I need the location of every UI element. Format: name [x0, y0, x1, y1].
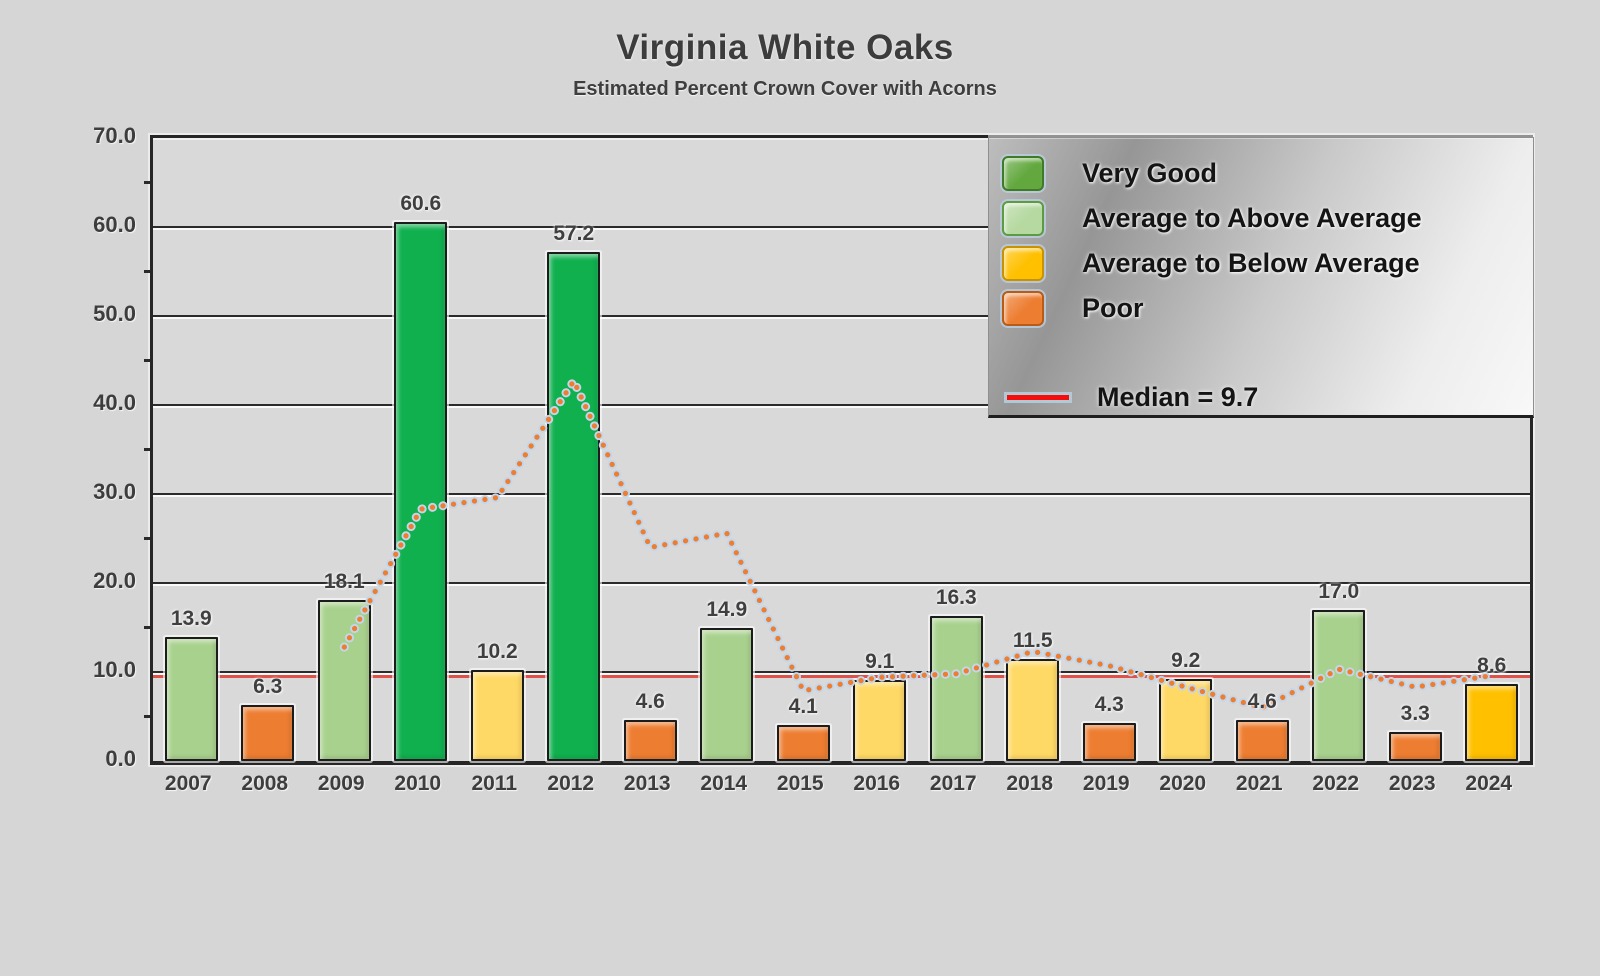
value-label-2011: 10.2	[476, 640, 518, 664]
bar-2014	[700, 628, 754, 761]
x-tick-label-2017: 2017	[929, 772, 977, 795]
bar-2020	[1159, 679, 1213, 761]
bar-2023	[1388, 731, 1442, 761]
value-label-2015: 4.1	[788, 694, 818, 718]
bar-2009	[317, 599, 371, 761]
x-tick-label-2011: 2011	[471, 772, 518, 795]
bar-2015	[776, 724, 830, 761]
y-minor-tick	[144, 180, 150, 184]
legend-items: Very Good Average to Above Average Average…	[989, 151, 1533, 331]
x-tick-label-2013: 2013	[623, 772, 671, 795]
plot-inner: 13.9 6.3 18.1 60.6 10.2 57.2 4.6 14.9 4.1 9.1 16.3…	[144, 138, 1530, 761]
x-tick-label-2019: 2019	[1082, 772, 1130, 795]
x-tick-label-2020: 2020	[1159, 772, 1207, 795]
y-tick-label-40.0: 40.0	[93, 390, 136, 415]
x-tick-label-2015: 2015	[776, 772, 824, 795]
x-tick-label-2007: 2007	[164, 772, 212, 795]
bar-2019	[1082, 722, 1136, 761]
value-label-2020: 9.2	[1171, 649, 1201, 673]
y-tick-label-20.0: 20.0	[93, 568, 136, 593]
value-label-2021: 4.6	[1247, 690, 1277, 714]
value-label-2016: 9.1	[865, 650, 895, 674]
x-tick-label-2018: 2018	[1006, 772, 1054, 795]
legend-median-row: Median = 9.7	[989, 377, 1533, 417]
gridline-60	[153, 226, 1530, 228]
legend-item: Very Good	[989, 151, 1533, 196]
y-tick-label-0.0: 0.0	[105, 746, 136, 771]
x-tick-label-2023: 2023	[1388, 772, 1436, 795]
y-minor-tick	[144, 714, 150, 718]
value-label-2024: 8.6	[1477, 654, 1507, 678]
legend-item-label: Very Good	[1082, 158, 1218, 188]
y-tick-label-70.0: 70.0	[93, 123, 136, 148]
legend-item: Average to Below Average	[989, 241, 1533, 286]
x-tick-label-2008: 2008	[241, 772, 289, 795]
value-label-2012: 57.2	[553, 221, 595, 245]
value-label-2017: 16.3	[935, 585, 977, 609]
value-label-2009: 18.1	[323, 569, 365, 593]
legend: Very Good Average to Above Average Average…	[988, 137, 1534, 418]
x-tick-label-2010: 2010	[394, 772, 442, 795]
x-tick-label-2016: 2016	[853, 772, 901, 795]
bar-2024	[1465, 684, 1519, 761]
bar-2022	[1312, 609, 1366, 761]
x-tick-label-2009: 2009	[317, 772, 365, 795]
value-label-2023: 3.3	[1400, 701, 1430, 725]
y-minor-tick	[144, 447, 150, 451]
chart-title: Virginia White Oaks	[616, 28, 954, 67]
y-tick-label-60.0: 60.0	[93, 212, 136, 237]
legend-median-label: Median = 9.7	[1097, 381, 1259, 412]
legend-item: Poor	[989, 286, 1533, 331]
bar-2018	[1006, 658, 1060, 761]
y-minor-tick	[144, 358, 150, 362]
legend-item: Average to Above Average	[989, 196, 1533, 241]
bar-2016	[853, 680, 907, 761]
bar-2010	[394, 221, 448, 761]
bar-2012	[547, 251, 601, 761]
y-minor-tick	[144, 536, 150, 540]
legend-item-label: Average to Above Average	[1082, 203, 1422, 233]
legend-item-label: Average to Below Average	[1082, 248, 1420, 278]
bar-2008	[241, 704, 295, 761]
y-tick-label-10.0: 10.0	[93, 657, 136, 682]
x-tick-label-2024: 2024	[1465, 772, 1513, 795]
value-label-2007: 13.9	[170, 607, 212, 631]
median-line-swatch	[1007, 394, 1069, 400]
legend-swatch	[1002, 156, 1044, 191]
bar-2021	[1235, 720, 1289, 761]
bar-2011	[470, 670, 524, 761]
bar-2017	[929, 615, 983, 761]
legend-swatch	[1002, 246, 1044, 281]
chart-subtitle: Estimated Percent Crown Cover with Acorn…	[573, 78, 997, 100]
gridline-50	[153, 315, 1530, 317]
x-tick-label-2012: 2012	[547, 772, 595, 795]
bar-2013	[623, 720, 677, 761]
y-minor-tick	[144, 269, 150, 273]
x-tick-label-2022: 2022	[1312, 772, 1360, 795]
y-tick-label-30.0: 30.0	[93, 479, 136, 504]
legend-swatch	[1002, 201, 1044, 236]
value-label-2010: 60.6	[400, 191, 442, 215]
gridline-30	[153, 493, 1530, 495]
bar-2007	[164, 637, 218, 761]
value-label-2014: 14.9	[706, 598, 748, 622]
x-tick-label-2014: 2014	[700, 772, 748, 795]
x-tick-label-2021: 2021	[1235, 772, 1283, 795]
value-label-2013: 4.6	[635, 690, 665, 714]
value-label-2022: 17.0	[1318, 579, 1360, 603]
value-label-2008: 6.3	[253, 674, 283, 698]
value-label-2019: 4.3	[1094, 692, 1124, 716]
value-label-2018: 11.5	[1012, 628, 1053, 652]
legend-item-label: Poor	[1082, 293, 1144, 323]
y-minor-tick	[144, 625, 150, 629]
legend-swatch	[1002, 291, 1044, 326]
y-tick-label-50.0: 50.0	[93, 301, 136, 326]
